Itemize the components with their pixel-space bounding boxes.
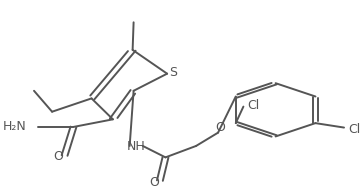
Text: NH: NH	[127, 140, 145, 153]
Text: O: O	[215, 121, 225, 134]
Text: Cl: Cl	[348, 123, 360, 136]
Text: Cl: Cl	[247, 99, 260, 112]
Text: O: O	[149, 176, 159, 189]
Text: O: O	[54, 150, 64, 163]
Text: H₂N: H₂N	[3, 120, 27, 133]
Text: S: S	[169, 66, 177, 79]
